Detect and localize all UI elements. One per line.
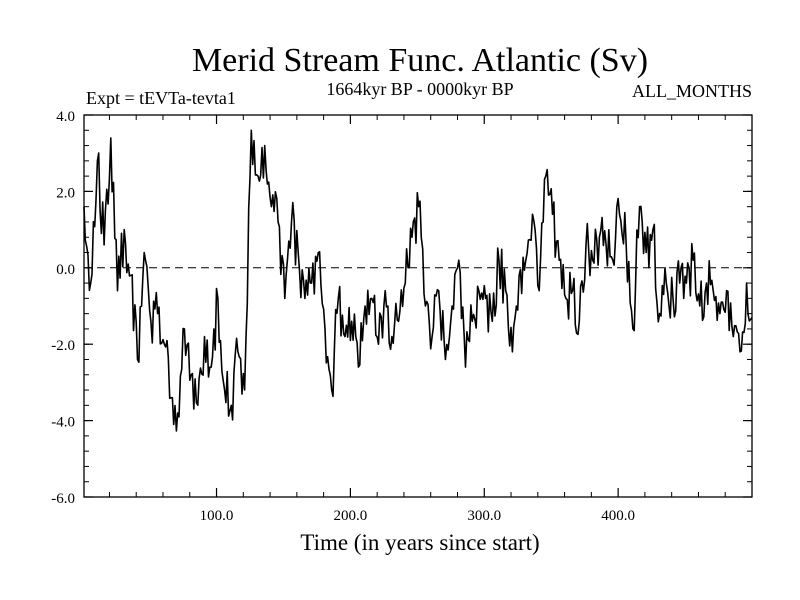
y-tick-label: -2.0 (51, 338, 75, 354)
x-tick-label: 100.0 (200, 508, 234, 524)
x-tick-label: 400.0 (601, 508, 635, 524)
y-tick-label: 2.0 (56, 185, 75, 201)
plot-frame (83, 114, 753, 498)
x-tick-label: 200.0 (334, 508, 368, 524)
x-axis-label: Time (in years since start) (300, 530, 539, 555)
series-layer (83, 129, 753, 432)
series-line (83, 129, 753, 432)
experiment-label: Expt = tEVTa-tevta1 (86, 88, 236, 108)
x-tick-label: 300.0 (467, 508, 501, 524)
axis-layer: -6.0 -4.0 -2.0 0.0 2.0 4.0 100.0 200.0 300.0 400.… (51, 109, 752, 524)
y-tick-label: -4.0 (51, 415, 75, 431)
months-label: ALL_MONTHS (632, 81, 752, 101)
chart-subtitle: 1664kyr BP - 0000kyr BP (326, 79, 513, 99)
y-tick-label: -6.0 (51, 491, 75, 507)
chart-title: Merid Stream Func. Atlantic (Sv) (192, 42, 648, 79)
y-tick-label: 0.0 (56, 262, 75, 278)
y-tick-label: 4.0 (56, 109, 75, 125)
